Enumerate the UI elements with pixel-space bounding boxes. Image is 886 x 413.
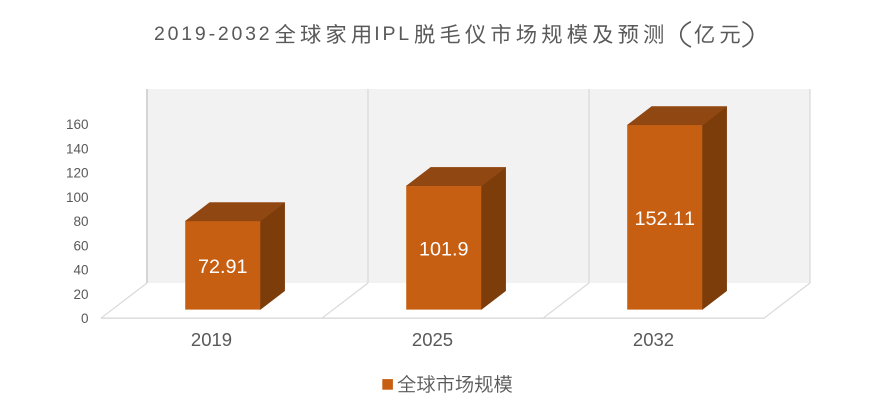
svg-text:60: 60 <box>73 238 88 253</box>
svg-text:140: 140 <box>66 141 89 156</box>
svg-text:2032: 2032 <box>633 329 674 350</box>
svg-text:80: 80 <box>73 214 88 229</box>
svg-text:72.91: 72.91 <box>198 256 248 278</box>
svg-text:20: 20 <box>73 287 88 302</box>
svg-text:120: 120 <box>66 166 89 181</box>
svg-text:2025: 2025 <box>412 329 453 350</box>
svg-text:0: 0 <box>81 311 89 326</box>
svg-text:100: 100 <box>66 190 89 205</box>
svg-text:152.11: 152.11 <box>634 208 695 230</box>
svg-text:160: 160 <box>66 117 89 132</box>
svg-text:2019: 2019 <box>191 329 232 350</box>
svg-text:2019-2032: 2019-2032 <box>154 23 272 45</box>
svg-text:101.9: 101.9 <box>419 238 469 260</box>
svg-text:IPL: IPL <box>374 23 412 45</box>
svg-text:40: 40 <box>73 263 88 278</box>
